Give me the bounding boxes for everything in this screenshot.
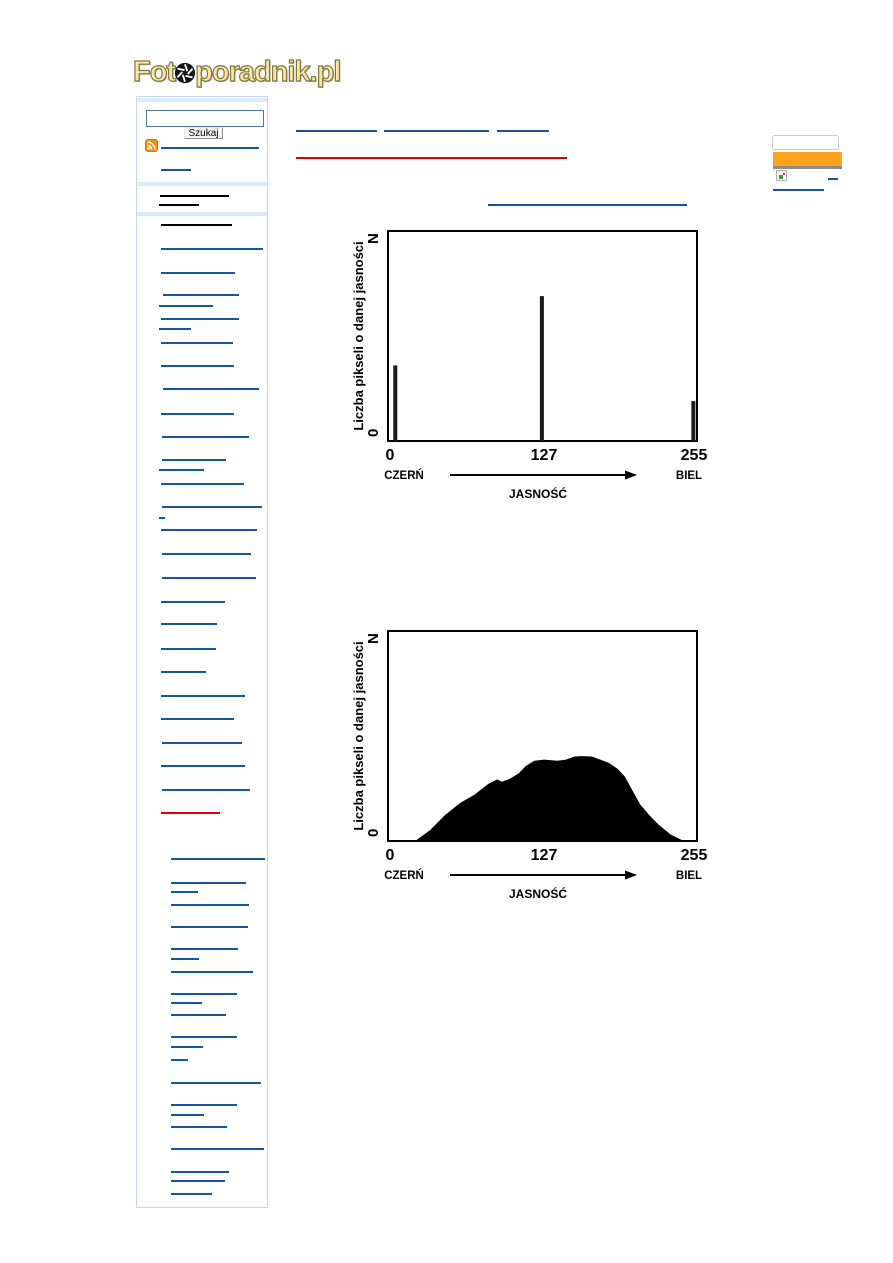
svg-text:0: 0	[386, 447, 395, 464]
sidebar-link[interactable]	[162, 742, 242, 744]
sidebar-link[interactable]	[171, 1126, 227, 1128]
search-button[interactable]: Szukaj	[184, 127, 223, 139]
svg-text:0: 0	[365, 829, 382, 837]
sidebar-link[interactable]	[171, 1193, 212, 1195]
widget-link[interactable]	[773, 189, 824, 191]
sidebar-link[interactable]	[159, 328, 191, 330]
sidebar	[136, 96, 268, 1208]
content-link[interactable]	[296, 130, 377, 132]
sidebar-link[interactable]	[161, 365, 234, 367]
sidebar-link[interactable]	[171, 1180, 225, 1182]
sidebar-link[interactable]	[171, 926, 248, 928]
sidebar-link[interactable]	[159, 469, 204, 471]
svg-text:127: 127	[531, 447, 558, 464]
svg-text:N: N	[365, 633, 382, 644]
sidebar-link[interactable]	[161, 812, 220, 814]
sidebar-link[interactable]	[171, 1046, 203, 1048]
svg-text:127: 127	[531, 847, 558, 864]
sidebar-link[interactable]	[171, 1104, 237, 1106]
content-link[interactable]	[497, 130, 549, 132]
sidebar-link[interactable]	[160, 195, 229, 197]
svg-text:JASNOŚĆ: JASNOŚĆ	[509, 486, 567, 501]
sidebar-link[interactable]	[171, 1002, 202, 1004]
sidebar-link[interactable]	[159, 305, 213, 307]
logo-text-prefix: Fot	[132, 55, 176, 88]
sidebar-link[interactable]	[163, 294, 239, 296]
sidebar-link[interactable]	[162, 459, 226, 461]
sidebar-link[interactable]	[171, 882, 246, 884]
sidebar-link[interactable]	[162, 553, 251, 555]
sidebar-link[interactable]	[161, 765, 245, 767]
aperture-icon	[174, 59, 196, 92]
sidebar-link[interactable]	[171, 1148, 264, 1150]
svg-text:0: 0	[386, 847, 395, 864]
sidebar-link[interactable]	[159, 517, 165, 519]
sidebar-link[interactable]	[171, 1036, 237, 1038]
sidebar-link[interactable]	[161, 483, 244, 485]
widget-gray-bar	[773, 166, 842, 169]
sidebar-top-band	[137, 98, 267, 102]
svg-text:BIEL: BIEL	[676, 470, 702, 482]
sidebar-link[interactable]	[161, 718, 234, 720]
sidebar-link[interactable]	[171, 948, 238, 950]
svg-text:255: 255	[681, 447, 707, 464]
sidebar-link[interactable]	[171, 1014, 226, 1016]
sidebar-link[interactable]	[161, 169, 191, 171]
svg-text:BIEL: BIEL	[676, 870, 702, 882]
sidebar-link[interactable]	[162, 789, 250, 791]
sidebar-link[interactable]	[161, 623, 217, 625]
sidebar-link[interactable]	[161, 648, 216, 650]
sidebar-separator-2	[137, 212, 267, 216]
sidebar-link[interactable]	[162, 436, 249, 438]
logo-text-suffix: poradnik.pl	[194, 55, 342, 88]
widget-orange-button[interactable]	[773, 152, 842, 166]
sidebar-link[interactable]	[161, 224, 232, 226]
sidebar-link[interactable]	[171, 1059, 188, 1061]
image-placeholder-icon	[776, 170, 787, 181]
svg-text:CZERŃ: CZERŃ	[384, 869, 424, 882]
sidebar-link[interactable]	[161, 671, 206, 673]
sidebar-link[interactable]	[171, 904, 249, 906]
rss-icon[interactable]	[145, 139, 158, 152]
svg-text:CZERŃ: CZERŃ	[384, 469, 424, 482]
sidebar-link[interactable]	[171, 1082, 261, 1084]
sidebar-link[interactable]	[161, 272, 235, 274]
svg-text:Liczba pikseli o danej jasnośc: Liczba pikseli o danej jasności	[351, 641, 366, 830]
sidebar-link[interactable]	[162, 577, 256, 579]
svg-text:0: 0	[365, 429, 382, 437]
sidebar-link[interactable]	[161, 342, 233, 344]
sidebar-link[interactable]	[161, 318, 239, 320]
widget-link[interactable]	[828, 178, 838, 180]
content-link[interactable]	[296, 157, 567, 159]
widget-input-box[interactable]	[772, 135, 839, 150]
svg-text:255: 255	[681, 847, 707, 864]
sidebar-link[interactable]	[171, 1114, 204, 1116]
sidebar-link[interactable]	[171, 1171, 229, 1173]
sidebar-link[interactable]	[171, 993, 237, 995]
svg-text:N: N	[365, 233, 382, 244]
sidebar-link[interactable]	[161, 413, 234, 415]
sidebar-separator-1	[137, 182, 267, 186]
sidebar-link[interactable]	[171, 858, 265, 860]
sidebar-link[interactable]	[159, 204, 199, 206]
sidebar-link[interactable]	[161, 601, 225, 603]
content-link[interactable]	[488, 204, 687, 206]
svg-text:JASNOŚĆ: JASNOŚĆ	[509, 886, 567, 901]
sidebar-link[interactable]	[161, 529, 257, 531]
svg-text:Liczba pikseli o danej jasnośc: Liczba pikseli o danej jasności	[351, 241, 366, 430]
sidebar-link[interactable]	[162, 506, 262, 508]
sidebar-link[interactable]	[171, 891, 198, 893]
site-logo[interactable]: Fot poradnik.pl	[132, 55, 342, 88]
content-link[interactable]	[384, 130, 489, 132]
sidebar-link[interactable]	[161, 248, 263, 250]
sidebar-link[interactable]	[171, 958, 199, 960]
sidebar-link[interactable]	[161, 695, 245, 697]
sidebar-link[interactable]	[171, 971, 253, 973]
sidebar-link[interactable]	[161, 147, 259, 149]
sidebar-link[interactable]	[163, 388, 259, 390]
search-input[interactable]	[146, 110, 264, 127]
